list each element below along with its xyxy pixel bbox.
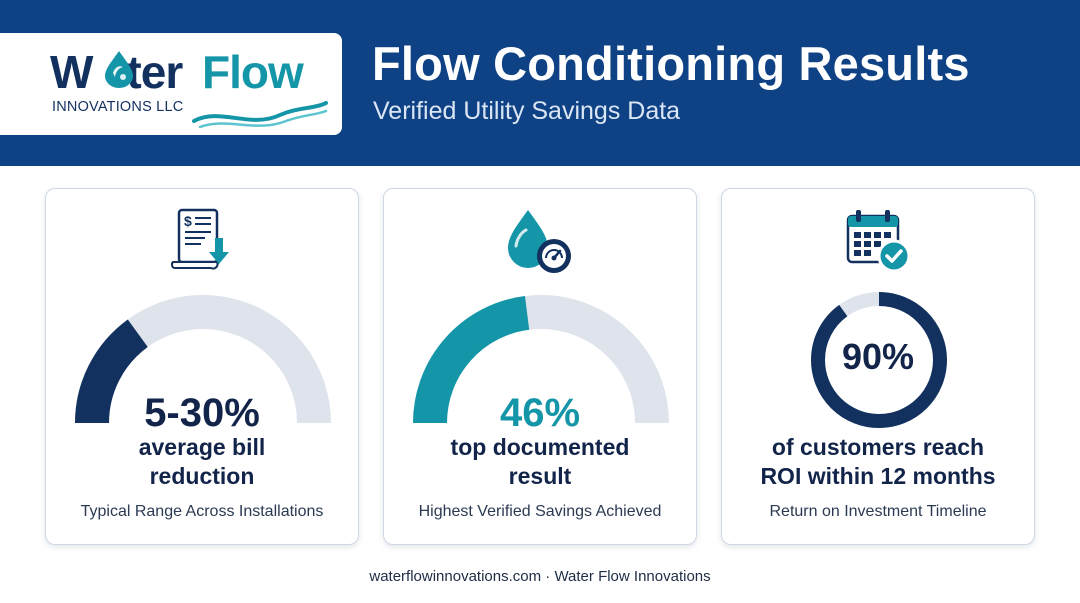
stat-value: 90%	[841, 336, 915, 377]
stat-description: top documented result	[450, 434, 630, 489]
stat-card-top-result: 46% top documented result Highest Verifi…	[383, 188, 697, 545]
bill-reduction-gauge	[75, 295, 331, 424]
logo-wave-icon	[192, 101, 328, 129]
stat-caption: Highest Verified Savings Achieved	[418, 503, 662, 520]
page-subtitle: Verified Utility Savings Data	[373, 97, 681, 125]
svg-text:$: $	[184, 213, 192, 229]
calendar-check-icon	[846, 210, 911, 273]
logo-drop-icon	[105, 51, 133, 88]
stat-caption: Return on Investment Timeline	[769, 503, 987, 520]
page-title: Flow Conditioning Results	[372, 37, 970, 90]
logo-text-flow: Flow	[202, 46, 304, 98]
stat-description: average bill reduction	[138, 434, 266, 489]
roi-ring-chart	[811, 292, 947, 428]
footer-text: waterflowinnovations.com · Water Flow In…	[369, 568, 711, 585]
top-result-gauge	[413, 295, 669, 424]
bill-down-icon: $	[170, 208, 229, 270]
stat-description: of customers reach ROI within 12 months	[760, 434, 996, 489]
stat-caption: Typical Range Across Installations	[80, 503, 324, 520]
stat-value: 46%	[499, 391, 581, 435]
water-drop-gauge-icon	[508, 210, 571, 273]
stat-card-bill-reduction: $ 5-30% average bill reduction Typical R…	[45, 188, 359, 545]
stat-card-roi: 90% of customers reach ROI within 12 mon…	[721, 188, 1035, 545]
logo-subtitle: INNOVATIONS LLC	[52, 99, 184, 115]
stat-value: 5-30%	[144, 391, 260, 435]
